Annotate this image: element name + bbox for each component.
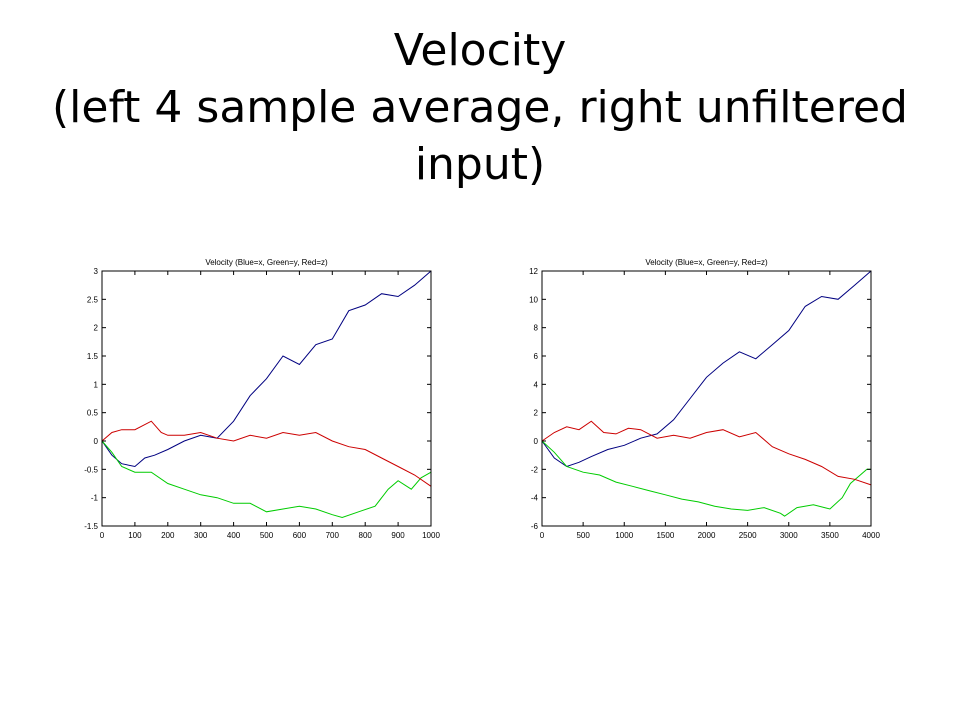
series-line-2 <box>101 420 432 487</box>
y-tick-label: 10 <box>529 295 538 304</box>
y-tick-label: 1 <box>94 380 99 389</box>
y-tick-label: -4 <box>531 494 539 503</box>
y-tick-label: 8 <box>534 324 539 333</box>
x-tick-label: 200 <box>161 531 175 540</box>
y-tick-label: -6 <box>531 522 539 531</box>
x-tick-label: 2000 <box>698 531 716 540</box>
x-tick-label: 600 <box>293 531 307 540</box>
y-tick-label: 0 <box>534 437 539 446</box>
x-tick-label: 4000 <box>862 531 880 540</box>
x-tick-label: 0 <box>540 531 545 540</box>
y-tick-label: -0.5 <box>84 465 98 474</box>
series-line-2 <box>541 420 872 486</box>
series-line-0 <box>541 270 872 468</box>
x-tick-label: 2500 <box>739 531 757 540</box>
plot-frame <box>541 270 872 527</box>
slide-title: Velocity (left 4 sample average, right u… <box>40 22 920 193</box>
chart-title: Velocity (Blue=x, Green=y, Red=z) <box>645 258 768 267</box>
chart-title: Velocity (Blue=x, Green=y, Red=z) <box>205 258 328 267</box>
series-line-0 <box>101 270 432 468</box>
y-tick-label: 1.5 <box>87 352 99 361</box>
x-tick-label: 100 <box>128 531 142 540</box>
x-tick-label: 800 <box>359 531 373 540</box>
y-tick-label: -1.5 <box>84 522 98 531</box>
y-tick-label: 3 <box>94 267 99 276</box>
series-line-1 <box>541 440 871 517</box>
y-tick-label: 0 <box>94 437 99 446</box>
slide-title-line3: input) <box>414 139 546 190</box>
x-tick-label: 3000 <box>780 531 798 540</box>
x-tick-label: 400 <box>227 531 241 540</box>
slide-title-line2: (left 4 sample average, right unfiltered <box>52 82 908 133</box>
y-tick-label: 12 <box>529 267 538 276</box>
x-tick-label: 700 <box>326 531 340 540</box>
y-tick-label: 2 <box>94 324 99 333</box>
x-tick-label: 900 <box>391 531 405 540</box>
x-tick-label: 500 <box>576 531 590 540</box>
x-tick-label: 1500 <box>656 531 674 540</box>
x-tick-label: 0 <box>100 531 105 540</box>
x-tick-label: 3500 <box>821 531 839 540</box>
y-tick-label: 6 <box>534 352 539 361</box>
x-tick-label: 1000 <box>422 531 440 540</box>
slide-title-line1: Velocity <box>393 25 567 76</box>
x-tick-label: 500 <box>260 531 274 540</box>
y-tick-label: 2.5 <box>87 295 99 304</box>
y-tick-label: 4 <box>534 380 539 389</box>
x-tick-label: 300 <box>194 531 208 540</box>
plot-frame <box>101 270 432 527</box>
y-tick-label: 2 <box>534 409 539 418</box>
velocity-chart-unfiltered: Velocity (Blue=x, Green=y, Red=z)0 500 100… <box>529 258 880 540</box>
x-tick-label: 1000 <box>615 531 633 540</box>
y-tick-label: 0.5 <box>87 409 99 418</box>
y-tick-label: -1 <box>91 494 99 503</box>
series-line-1 <box>101 440 432 519</box>
velocity-chart-4-sample-average: Velocity (Blue=x, Green=y, Red=z)0 100 200… <box>84 258 440 540</box>
y-tick-label: -2 <box>531 465 539 474</box>
